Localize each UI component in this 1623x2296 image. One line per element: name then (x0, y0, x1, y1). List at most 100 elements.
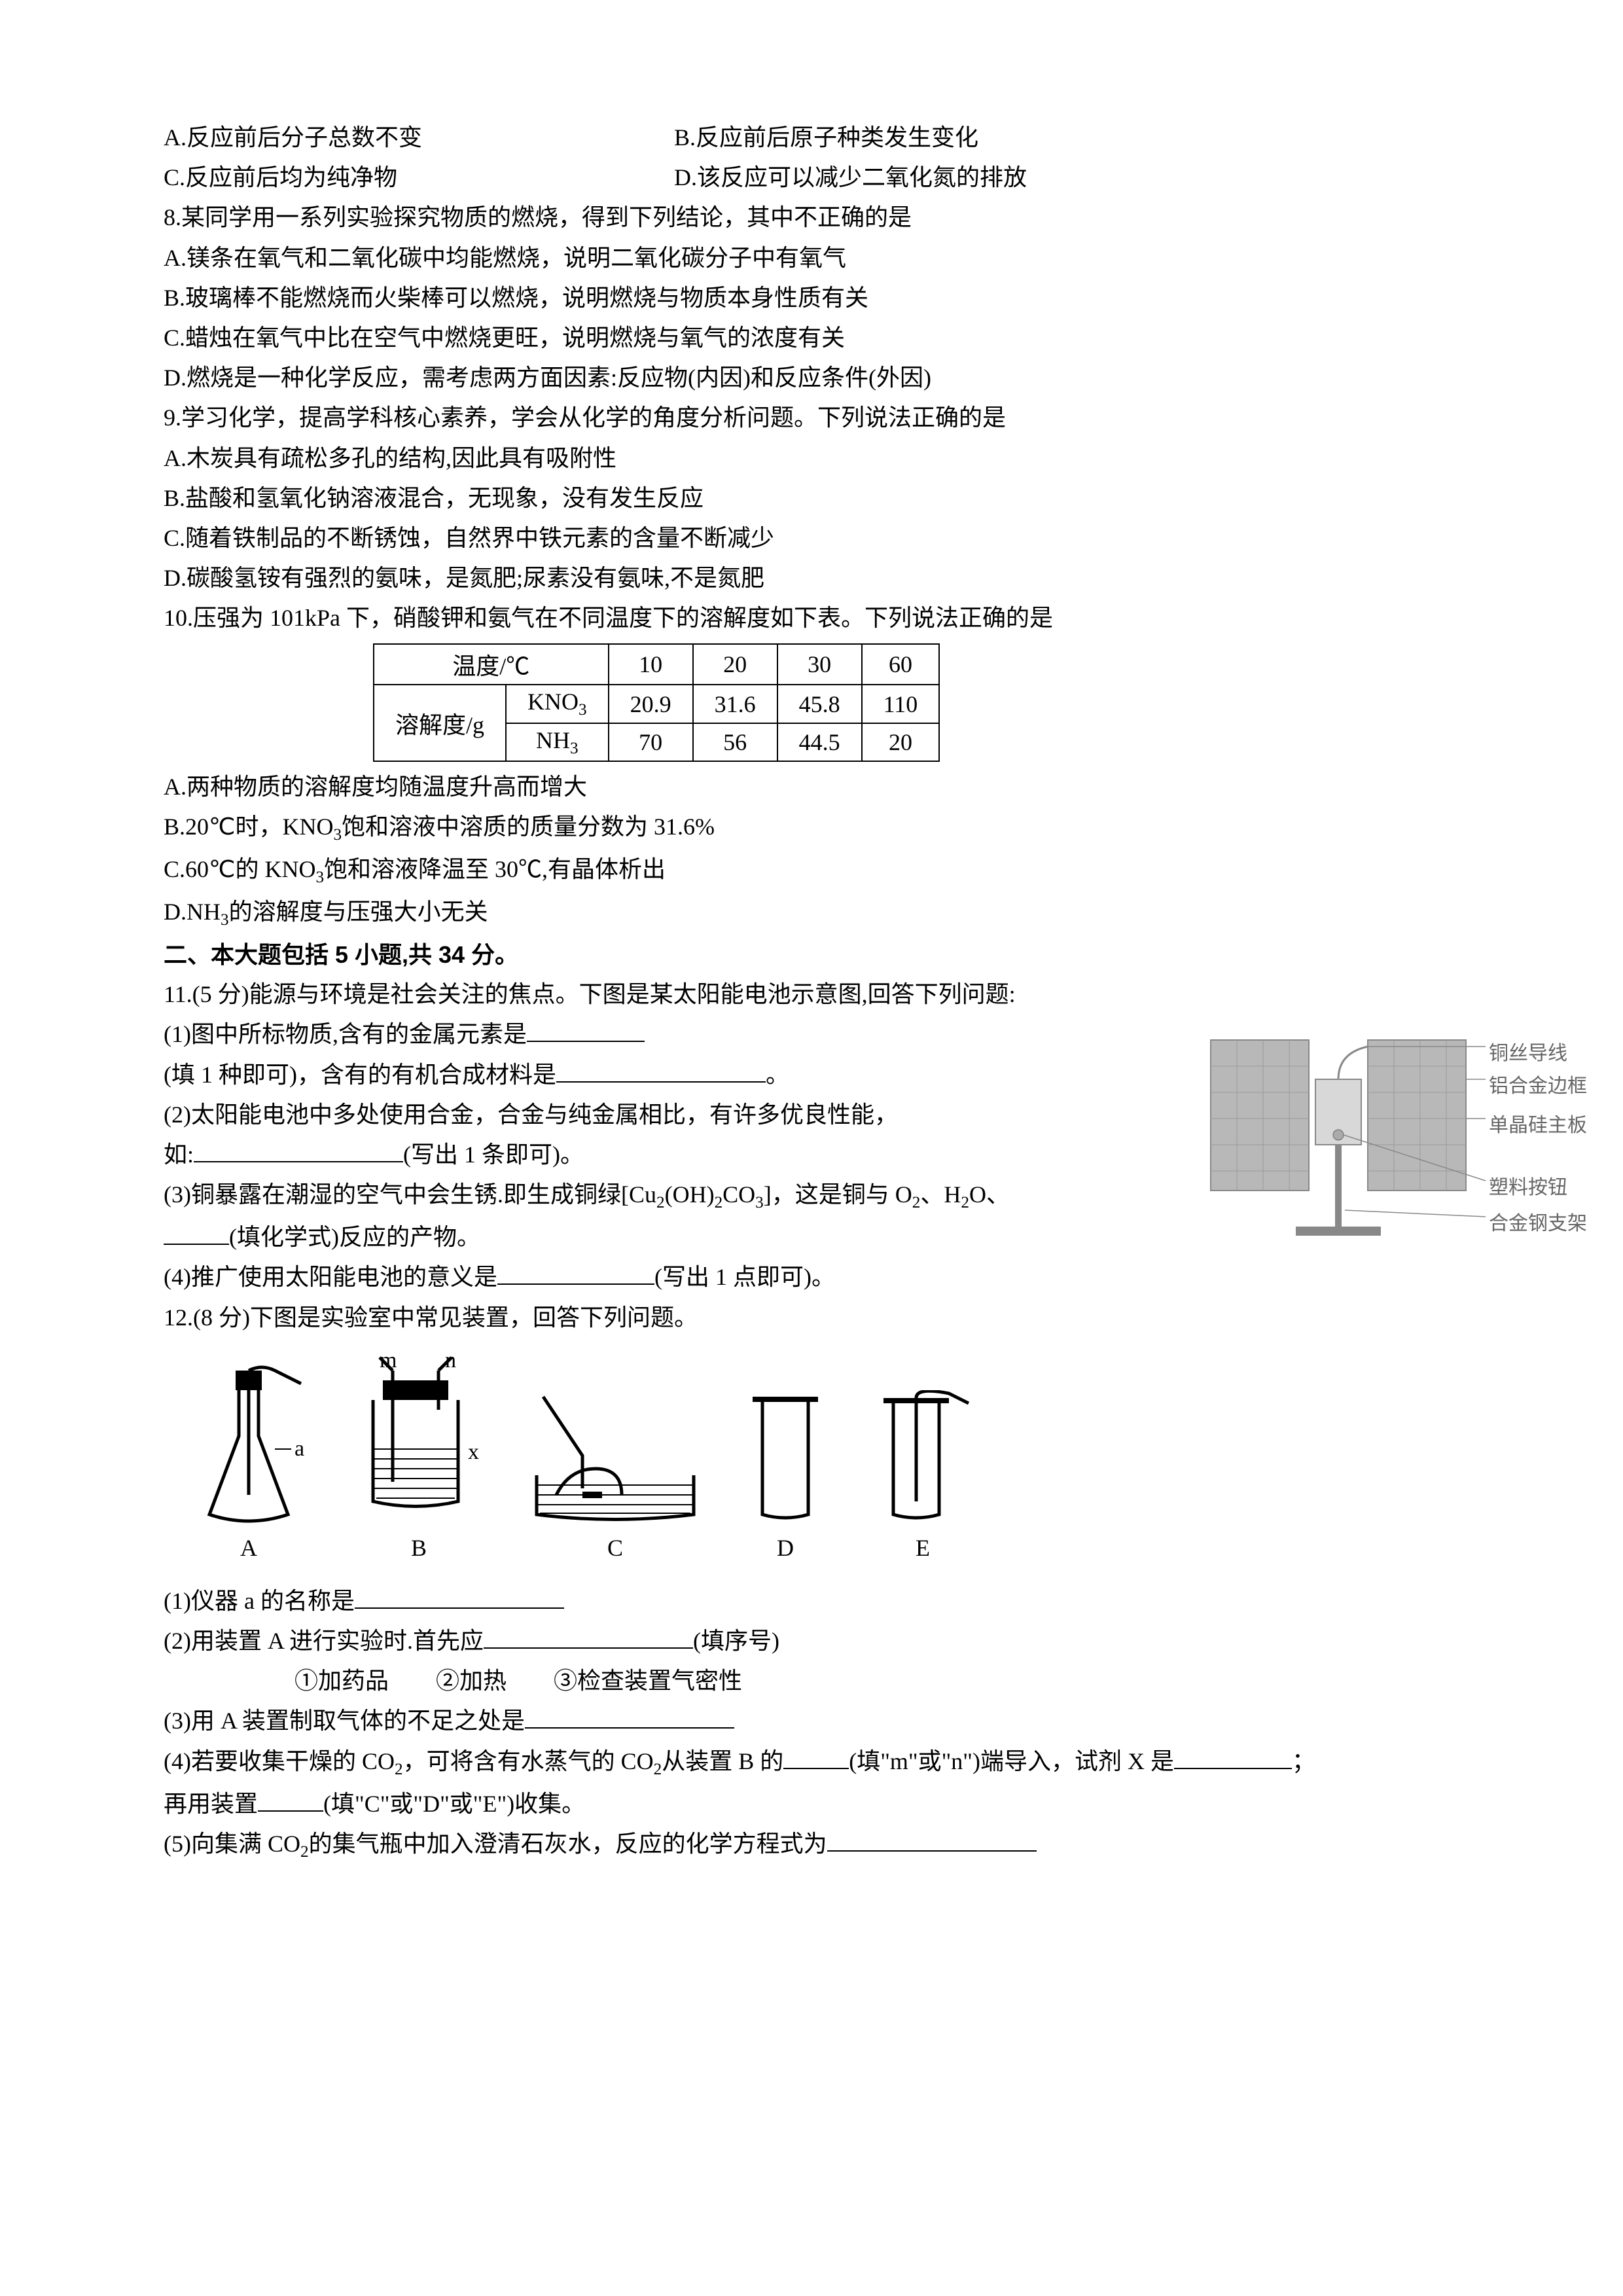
apparatus-row: a A m n x B (190, 1351, 1459, 1562)
blank[interactable] (827, 1825, 1037, 1852)
label-B: B (411, 1534, 427, 1562)
th-temp: 温度/℃ (374, 644, 609, 685)
q8-optD: D.燃烧是一种化学反应，需考虑两方面因素:反应物(内因)和反应条件(外因) (164, 358, 1459, 398)
q10b-post: 饱和溶液中溶质的质量分数为 31.6% (342, 814, 715, 840)
blank[interactable] (484, 1623, 693, 1649)
blank[interactable] (355, 1583, 564, 1609)
kno3-sub: 3 (579, 702, 587, 719)
t: 从装置 B 的 (662, 1748, 783, 1774)
q8-optA: A.镁条在氧气和二氧化碳中均能燃烧，说明二氧化碳分子中有氧气 (164, 238, 1459, 278)
r2v4: 20 (862, 723, 940, 761)
r1v1: 20.9 (609, 685, 693, 723)
sub: 2 (912, 1194, 921, 1211)
solubility-table: 温度/℃ 10 20 30 60 溶解度/g KNO3 20.9 31.6 45… (373, 643, 940, 761)
label-A: A (240, 1534, 257, 1562)
q12-p2a: (2)用装置 A 进行实验时.首先应 (164, 1628, 484, 1654)
q12-p4: (4)若要收集干燥的 CO2，可将含有水蒸气的 CO2从装置 B 的(填"m"或… (164, 1742, 1459, 1784)
th-sol: 溶解度/g (374, 685, 506, 761)
q11-p4a: (4)推广使用太阳能电池的意义是 (164, 1264, 497, 1290)
blank[interactable] (194, 1136, 403, 1162)
th-t4: 60 (862, 644, 940, 685)
t: 再用装置 (164, 1791, 258, 1817)
q11-wrap: 11.(5 分)能源与环境是社会关注的焦点。下图是某太阳能电池示意图,回答下列问… (164, 975, 1459, 1297)
q10c-pre: C.60℃的 KNO (164, 856, 315, 882)
t: (4)若要收集干燥的 CO (164, 1748, 395, 1774)
q11-p3a: (3)铜暴露在潮湿的空气中会生锈.即生成铜绿[Cu (164, 1181, 656, 1208)
q7-optB: B.反应前后原子种类发生变化 (674, 118, 978, 158)
q8-optB: B.玻璃棒不能燃烧而火柴棒可以燃烧，说明燃烧与物质本身性质有关 (164, 278, 1459, 318)
nh3-text: NH (536, 727, 570, 753)
q11-p2b-text: 如: (164, 1141, 194, 1168)
q12-stem: 12.(8 分)下图是实验室中常见装置，回答下列问题。 (164, 1298, 1459, 1338)
q12-p5: (5)向集满 CO2的集气瓶中加入澄清石灰水，反应的化学方程式为 (164, 1824, 1459, 1867)
solar-diagram: 铜丝导线 铝合金边框 单晶硅主板 塑料按钮 合金钢支架 (1198, 1014, 1590, 1263)
q10-optA: A.两种物质的溶解度均随温度升高而增大 (164, 767, 1459, 807)
label-a-letter: a (294, 1437, 304, 1461)
r2v2: 56 (693, 723, 777, 761)
q7-optA: A.反应前后分子总数不变 (164, 118, 674, 158)
label-C: C (607, 1534, 623, 1562)
q11-p3e-text: (填化学式)反应的产物。 (229, 1224, 480, 1250)
label-panel: 单晶硅主板 (1489, 1109, 1587, 1138)
t: ； (1292, 1748, 1315, 1774)
q10c-post: 饱和溶液降温至 30℃,有晶体析出 (324, 856, 666, 882)
row1-label: KNO3 (506, 685, 609, 723)
nh3-sub: 3 (570, 740, 579, 757)
q12-p1-text: (1)仪器 a 的名称是 (164, 1588, 355, 1614)
r2v1: 70 (609, 723, 693, 761)
r2v3: 44.5 (777, 723, 862, 761)
q10b-sub: 3 (333, 826, 342, 844)
q10-optB: B.20℃时，KNO3饱和溶液中溶质的质量分数为 31.6% (164, 807, 1459, 850)
t: ]，这是铜与 O (764, 1181, 912, 1208)
t: (填"C"或"D"或"E")收集。 (323, 1791, 585, 1817)
blank[interactable] (525, 1703, 734, 1729)
q12-p2: (2)用装置 A 进行实验时.首先应(填序号) (164, 1621, 1459, 1661)
t: O、 (969, 1181, 1010, 1208)
q9-stem: 9.学习化学，提高学科核心素养，学会从化学的角度分析问题。下列说法正确的是 (164, 398, 1459, 438)
t: (5)向集满 CO (164, 1831, 300, 1857)
table-row: 温度/℃ 10 20 30 60 (374, 644, 939, 685)
blank[interactable] (164, 1219, 229, 1246)
apparatus-E: E (870, 1390, 975, 1562)
r1v2: 31.6 (693, 685, 777, 723)
q11-p2c: (写出 1 条即可)。 (403, 1141, 584, 1168)
q12-p3-text: (3)用 A 装置制取气体的不足之处是 (164, 1708, 525, 1734)
q10d-sub: 3 (221, 911, 229, 929)
q10c-sub: 3 (315, 869, 324, 886)
apparatus-D: D (740, 1390, 831, 1562)
q11-stem: 11.(5 分)能源与环境是社会关注的焦点。下图是某太阳能电池示意图,回答下列问… (164, 975, 1459, 1014)
q12-p1: (1)仪器 a 的名称是 (164, 1581, 1459, 1621)
blank[interactable] (1174, 1743, 1292, 1769)
r1v3: 45.8 (777, 685, 862, 723)
q7-optC: C.反应前后均为纯净物 (164, 158, 674, 198)
q7-row2: C.反应前后均为纯净物 D.该反应可以减少二氧化氮的排放 (164, 158, 1459, 198)
t: ，可将含有水蒸气的 CO (403, 1748, 654, 1774)
blank[interactable] (527, 1016, 645, 1043)
t: 、H (920, 1181, 961, 1208)
q10d-pre: D.NH (164, 899, 221, 925)
q12-p4f: 再用装置 (填"C"或"D"或"E")收集。 (164, 1784, 1459, 1824)
q9-optD: D.碳酸氢铵有强烈的氨味，是氮肥;尿素没有氨味,不是氮肥 (164, 558, 1459, 598)
apparatus-B: m n x B (347, 1351, 491, 1562)
blank[interactable] (783, 1743, 849, 1769)
sub: 3 (755, 1194, 764, 1211)
sub: 2 (715, 1194, 723, 1211)
table-row: 溶解度/g KNO3 20.9 31.6 45.8 110 (374, 685, 939, 723)
label-E: E (916, 1534, 930, 1562)
blank[interactable] (556, 1056, 766, 1083)
q11-p1a: (1)图中所标物质,含有的金属元素是 (164, 1021, 527, 1047)
kno3-text: KNO (527, 689, 579, 715)
q11-p1b-text: (填 1 种即可)，含有的有机合成材料是 (164, 1062, 556, 1088)
sub: 2 (300, 1843, 309, 1861)
label-stand: 合金钢支架 (1489, 1207, 1587, 1236)
q10d-post: 的溶解度与压强大小无关 (229, 899, 488, 925)
row2-label: NH3 (506, 723, 609, 761)
blank[interactable] (258, 1785, 323, 1812)
label-button: 塑料按钮 (1489, 1171, 1567, 1200)
q10-stem: 10.压强为 101kPa 下，硝酸钾和氨气在不同温度下的溶解度如下表。下列说法… (164, 598, 1459, 638)
q12-p2opts: ①加药品 ②加热 ③检查装置气密性 (164, 1661, 1459, 1701)
t: 的集气瓶中加入澄清石灰水，反应的化学方程式为 (309, 1831, 827, 1857)
label-wire: 铜丝导线 (1489, 1037, 1567, 1066)
sub: 2 (656, 1194, 665, 1211)
blank[interactable] (497, 1259, 654, 1285)
